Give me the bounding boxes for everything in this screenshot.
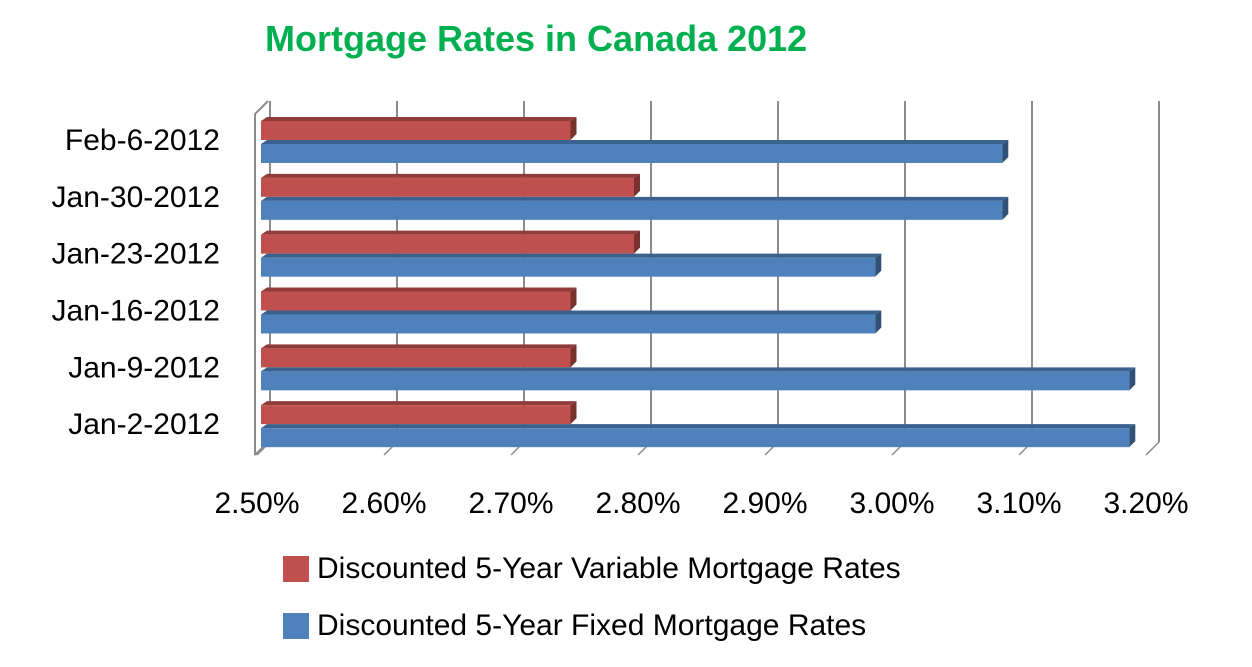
x-tick-label: 2.90% bbox=[722, 487, 807, 520]
bar-variable bbox=[261, 230, 640, 254]
x-tick-label: 2.60% bbox=[341, 487, 426, 520]
x-tick-label: 3.10% bbox=[976, 487, 1061, 520]
category-label: Jan-2-2012 bbox=[68, 408, 220, 441]
legend-item-variable: Discounted 5-Year Variable Mortgage Rate… bbox=[283, 552, 901, 586]
floor-tick bbox=[1145, 441, 1160, 456]
bar-variable bbox=[261, 401, 577, 425]
bar-fixed bbox=[261, 424, 1136, 448]
category-label: Feb-6-2012 bbox=[65, 124, 220, 157]
category-label: Jan-30-2012 bbox=[52, 181, 220, 214]
category-label: Jan-16-2012 bbox=[52, 295, 220, 328]
legend-swatch-blue bbox=[283, 613, 309, 639]
legend-label: Discounted 5-Year Variable Mortgage Rate… bbox=[317, 552, 901, 585]
left-wall bbox=[254, 100, 269, 455]
value-axis-labels: 2.50% 2.60% 2.70% 2.80% 2.90% 3.00% 3.10% 3.20% bbox=[214, 487, 1188, 520]
bar-variable bbox=[261, 344, 577, 368]
bar-fixed bbox=[261, 196, 1009, 220]
bar-fixed bbox=[261, 367, 1136, 391]
x-tick-label: 2.70% bbox=[468, 487, 553, 520]
x-tick-label: 3.20% bbox=[1103, 487, 1188, 520]
category-label: Jan-9-2012 bbox=[68, 351, 220, 384]
bar-fixed bbox=[261, 140, 1009, 163]
bar-variable bbox=[261, 287, 577, 311]
category-label: Jan-23-2012 bbox=[52, 238, 220, 271]
legend-item-fixed: Discounted 5-Year Fixed Mortgage Rates bbox=[283, 609, 866, 643]
bar-variable bbox=[261, 173, 640, 197]
bars bbox=[261, 117, 1136, 448]
bar-variable bbox=[261, 117, 577, 140]
chart-title: Mortgage Rates in Canada 2012 bbox=[265, 18, 808, 59]
legend-swatch-red bbox=[283, 556, 309, 582]
legend-label: Discounted 5-Year Fixed Mortgage Rates bbox=[317, 609, 867, 642]
x-tick-label: 2.80% bbox=[595, 487, 680, 520]
bar-fixed bbox=[261, 253, 882, 277]
x-tick-label: 3.00% bbox=[849, 487, 934, 520]
x-tick-label: 2.50% bbox=[214, 487, 299, 520]
category-axis-labels: Feb-6-2012 Jan-30-2012 Jan-23-2012 Jan-16-2… bbox=[52, 124, 220, 441]
bar-fixed bbox=[261, 310, 882, 334]
